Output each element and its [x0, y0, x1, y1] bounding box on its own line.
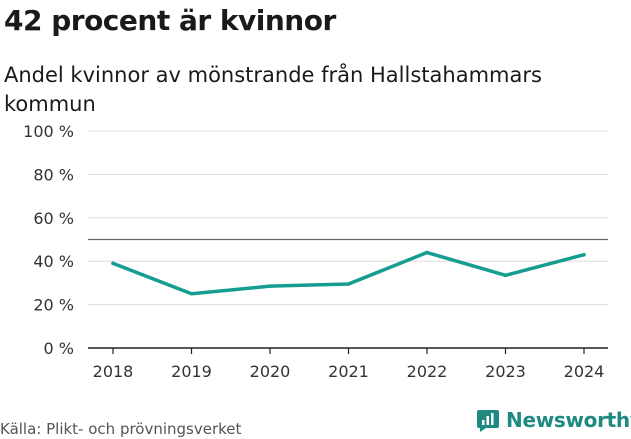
- y-axis: 0 % 20 % 40 % 60 % 80 % 100 %: [23, 122, 74, 358]
- brand-name: Newsworthy: [506, 408, 631, 432]
- x-axis: 2018 2019 2020 2021 2022 2023 2024: [93, 348, 605, 381]
- line-chart: 0 % 20 % 40 % 60 % 80 % 100 % 2018 2019 2020 202…: [23, 122, 608, 381]
- chart-title: 42 procent är kvinnor: [4, 4, 336, 37]
- y-tick-label: 40 %: [33, 252, 74, 271]
- data-point: [189, 292, 194, 296]
- y-tick-label: 80 %: [33, 165, 74, 184]
- x-tick-label: 2022: [407, 362, 448, 381]
- x-tick-label: 2021: [328, 362, 369, 381]
- data-point: [111, 261, 115, 266]
- data-point: [346, 282, 351, 286]
- data-point: [268, 284, 272, 288]
- x-tick-label: 2020: [250, 362, 291, 381]
- data-point: [582, 252, 586, 257]
- y-tick-label: 0 %: [44, 339, 74, 358]
- brand-logo: Newsworthy: [476, 408, 631, 432]
- gridlines: [88, 130, 608, 349]
- x-tick-label: 2024: [564, 362, 605, 381]
- y-tick-label: 60 %: [33, 209, 74, 228]
- x-tick-label: 2023: [485, 362, 526, 381]
- source-note: Källa: Plikt- och prövningsverket: [0, 420, 242, 438]
- newsworthy-logo-icon: [477, 410, 499, 432]
- y-tick-label: 100 %: [23, 122, 74, 141]
- series-layer: [111, 250, 586, 296]
- x-tick-label: 2018: [93, 362, 134, 381]
- series-line-0: [111, 250, 586, 296]
- data-point: [425, 250, 429, 255]
- chart-subtitle: Andel kvinnor av mönstrande från Hallsta…: [4, 63, 542, 116]
- data-point: [503, 273, 508, 278]
- y-tick-label: 20 %: [33, 296, 74, 315]
- x-tick-label: 2019: [171, 362, 212, 381]
